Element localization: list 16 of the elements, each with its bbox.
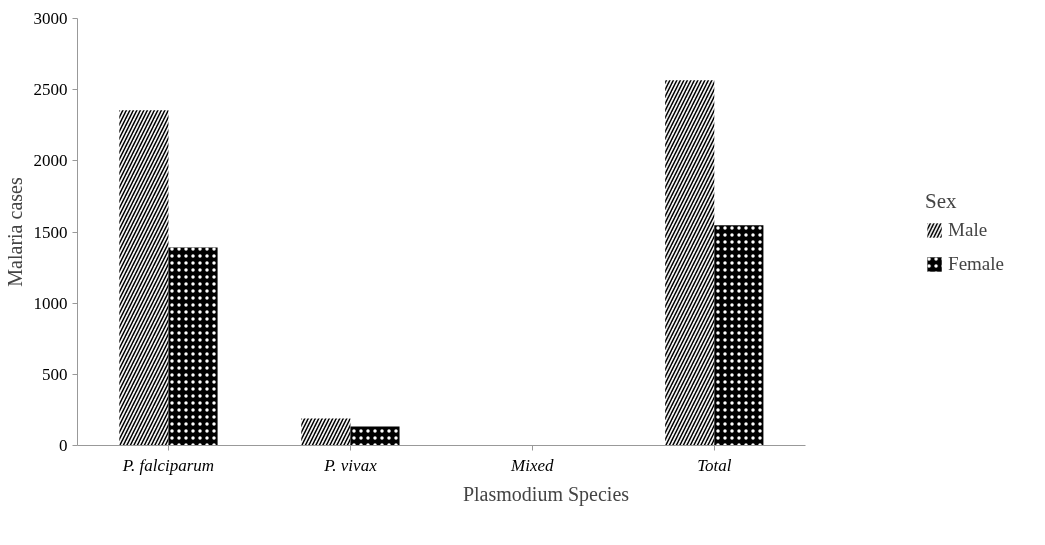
legend-title: Sex	[925, 188, 958, 214]
y-axis-title: Malaria cases	[3, 177, 26, 287]
x-axis-title: Plasmodium Species	[462, 482, 630, 506]
y-tick-label: 0	[59, 436, 68, 455]
legend-label: Female	[948, 252, 1004, 275]
x-tick-label: Total	[697, 455, 732, 475]
y-tick-label: 1500	[33, 222, 68, 242]
y-tick-label: 2000	[33, 151, 68, 171]
x-tick-label: Mixed	[510, 455, 555, 475]
legend-label: Male	[948, 218, 988, 241]
y-tick-label: 1000	[33, 293, 68, 313]
y-tick-label: 3000	[33, 9, 68, 28]
x-tick-label: P. vivax	[323, 455, 378, 475]
x-tick-label: P. falciparum	[121, 455, 215, 475]
y-tick-label: 2500	[33, 80, 68, 100]
y-tick-label: 500	[42, 364, 68, 384]
